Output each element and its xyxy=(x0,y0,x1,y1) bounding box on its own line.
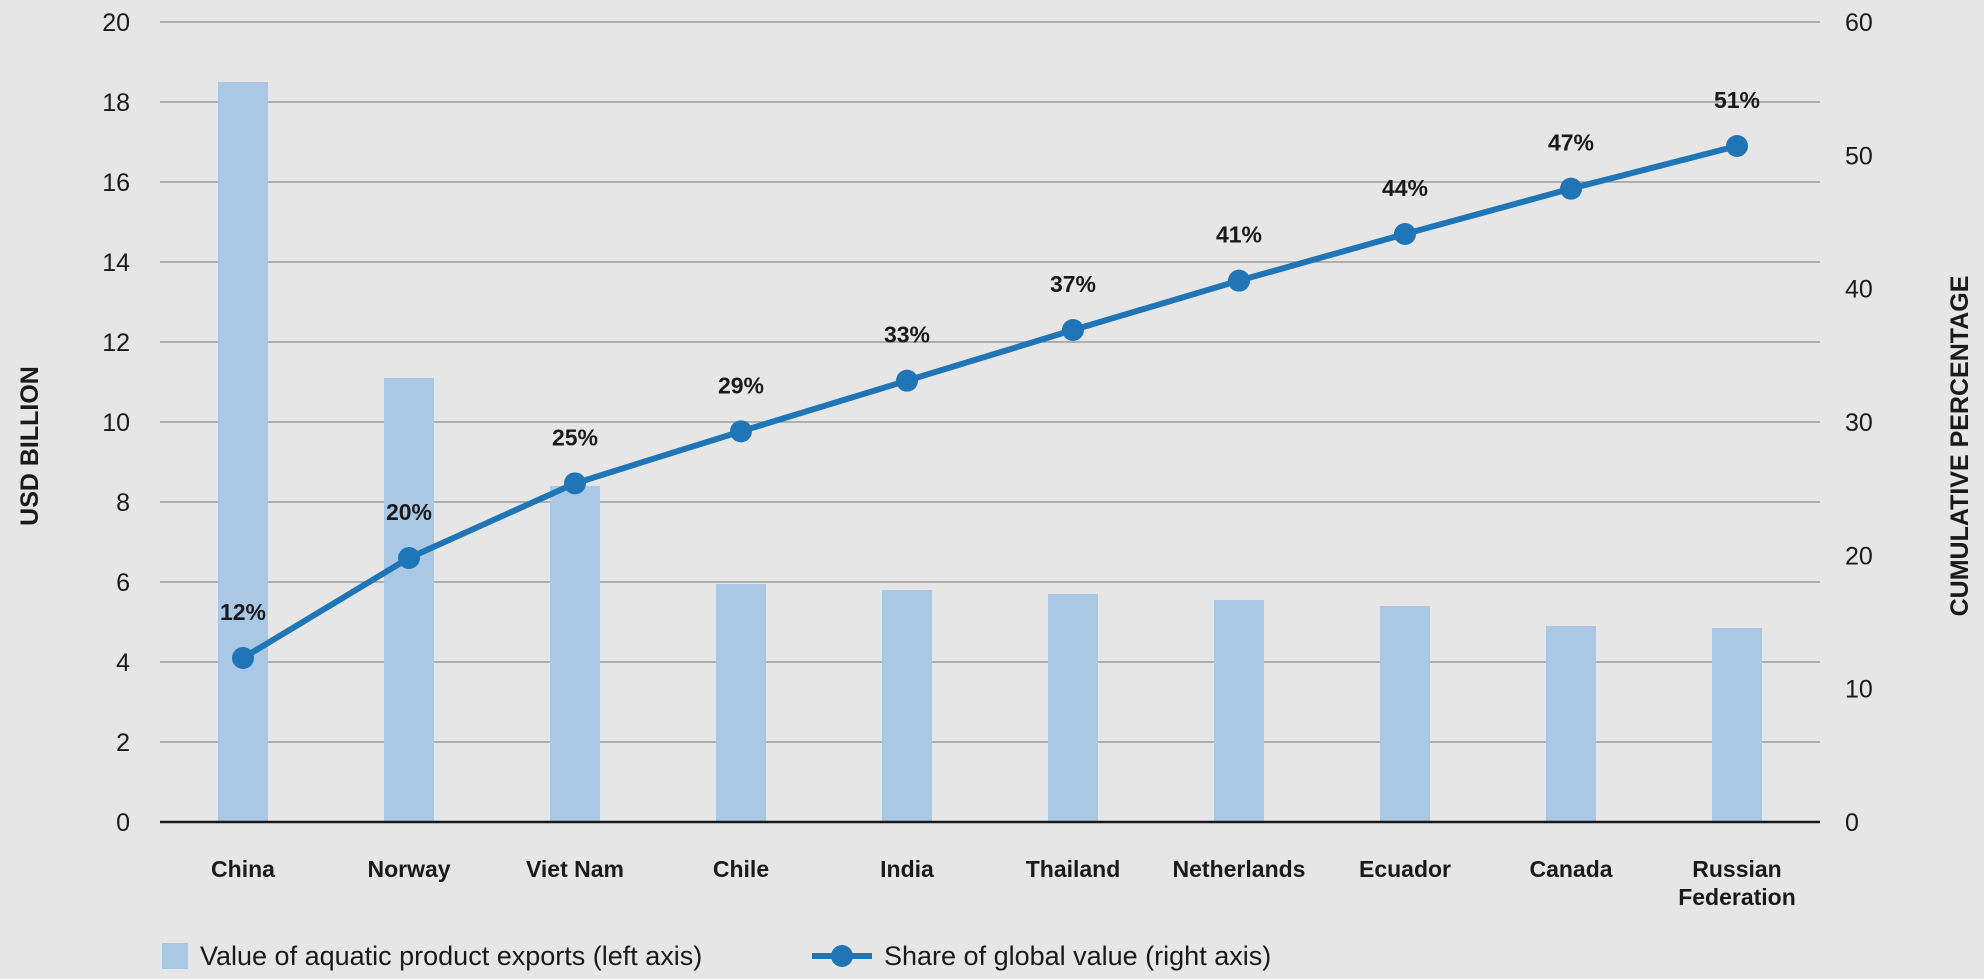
category-label: India xyxy=(880,856,934,882)
data-label: 29% xyxy=(718,372,764,398)
left-tick-label: 0 xyxy=(116,809,130,837)
right-tick-label: 20 xyxy=(1845,542,1873,570)
line-point xyxy=(398,547,420,569)
right-tick-label: 30 xyxy=(1845,409,1873,437)
category-label: Norway xyxy=(367,856,450,882)
bar xyxy=(550,486,600,822)
left-tick-label: 12 xyxy=(102,329,130,357)
series-line xyxy=(241,143,1738,661)
data-label: 33% xyxy=(884,322,930,348)
category-label: Viet Nam xyxy=(526,856,624,882)
right-axis-ticks: 0 10 20 30 40 50 60 xyxy=(1845,9,1873,837)
category-label: Thailand xyxy=(1026,856,1121,882)
line-point xyxy=(730,420,752,443)
left-tick-label: 18 xyxy=(102,89,130,117)
category-label: Canada xyxy=(1529,856,1612,882)
category-labels: China Norway Viet Nam Chile India Thailand Net… xyxy=(211,856,1796,910)
bar xyxy=(1712,628,1762,822)
left-tick-label: 8 xyxy=(116,489,130,517)
bars xyxy=(218,82,1762,822)
bar xyxy=(384,378,434,822)
line-point xyxy=(1726,135,1748,157)
right-tick-label: 10 xyxy=(1845,676,1873,704)
data-label: 44% xyxy=(1382,175,1428,201)
category-label: Chile xyxy=(713,856,769,882)
data-label: 25% xyxy=(552,424,598,450)
data-label: 12% xyxy=(220,599,266,625)
bar xyxy=(1546,626,1596,822)
bar xyxy=(1214,600,1264,822)
data-label: 20% xyxy=(386,499,432,525)
line-series: 12% 20% 25% 29% 33% 37% 41% 44% 47% 51% xyxy=(220,87,1760,669)
line-point xyxy=(564,472,586,495)
right-tick-label: 40 xyxy=(1845,276,1873,304)
legend-line-marker xyxy=(831,945,853,967)
left-axis-title: USD BILLION xyxy=(16,366,44,526)
category-label: Russian Federation xyxy=(1678,856,1796,910)
left-tick-label: 6 xyxy=(116,569,130,597)
bar xyxy=(716,584,766,822)
category-label: Ecuador xyxy=(1359,856,1451,882)
left-tick-label: 20 xyxy=(102,9,130,37)
category-label: China xyxy=(211,856,275,882)
line-point xyxy=(1062,319,1084,341)
category-label: Netherlands xyxy=(1173,856,1306,882)
right-axis-title: CUMULATIVE PERCENTAGE xyxy=(1946,276,1974,617)
right-tick-label: 50 xyxy=(1845,142,1873,170)
gridlines xyxy=(160,21,1820,743)
bar xyxy=(1048,594,1098,822)
right-tick-label: 60 xyxy=(1845,9,1873,37)
left-tick-label: 14 xyxy=(102,249,130,277)
left-tick-label: 16 xyxy=(102,169,130,197)
legend-bar-swatch xyxy=(162,943,188,969)
line-point xyxy=(1228,269,1250,292)
left-tick-label: 2 xyxy=(116,729,130,757)
left-axis-ticks: 0 2 4 6 8 10 12 14 16 18 20 xyxy=(102,9,130,837)
left-tick-label: 10 xyxy=(102,409,130,437)
line-point xyxy=(896,369,918,392)
data-label: 37% xyxy=(1050,271,1096,297)
line-point xyxy=(1394,223,1416,245)
bar xyxy=(882,590,932,822)
right-tick-label: 0 xyxy=(1845,809,1859,837)
data-label: 51% xyxy=(1714,87,1760,113)
bar xyxy=(1380,606,1430,822)
bar xyxy=(218,82,268,822)
legend-bar-label: Value of aquatic product exports (left a… xyxy=(200,941,702,971)
line-point xyxy=(232,647,254,669)
data-label: 41% xyxy=(1216,222,1262,248)
data-label: 47% xyxy=(1548,130,1594,156)
legend-line-label: Share of global value (right axis) xyxy=(884,941,1271,971)
line-point xyxy=(1560,177,1582,200)
left-tick-label: 4 xyxy=(116,649,130,677)
legend: Value of aquatic product exports (left a… xyxy=(162,941,1271,971)
